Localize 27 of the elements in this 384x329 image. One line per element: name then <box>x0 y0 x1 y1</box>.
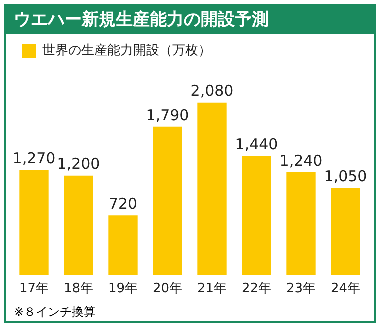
x-tick-label: 21年 <box>197 282 228 297</box>
bar <box>331 188 360 276</box>
bar <box>153 126 182 276</box>
x-tick-label: 19年 <box>108 282 138 297</box>
bar <box>242 156 272 276</box>
bar <box>108 216 138 276</box>
data-label: 1,200 <box>57 155 100 174</box>
data-label: 1,270 <box>12 149 56 168</box>
data-label: 1,790 <box>146 106 190 124</box>
data-label: 720 <box>108 195 138 214</box>
bar <box>20 170 49 276</box>
x-tick-label: 17年 <box>19 282 50 297</box>
x-tick-label: 24年 <box>330 282 361 297</box>
data-label: 1,050 <box>324 168 368 186</box>
x-tick-label: 20年 <box>152 282 183 297</box>
bar <box>64 176 94 276</box>
x-tick-label: 22年 <box>242 282 272 297</box>
legend-label: 世界の生産能力開設（万枚） <box>42 42 212 58</box>
data-label: 1,240 <box>280 152 323 170</box>
x-tick-label: 18年 <box>64 282 94 297</box>
data-label: 2,080 <box>190 82 234 100</box>
x-tick-label: 23年 <box>286 282 316 297</box>
bar <box>286 172 316 276</box>
chart-title: ウエハー新規生産能力の開設予測 <box>6 6 374 34</box>
bar <box>198 102 227 276</box>
text: ※８インチ換算 <box>13 304 98 321</box>
data-label: 1,440 <box>235 135 278 154</box>
